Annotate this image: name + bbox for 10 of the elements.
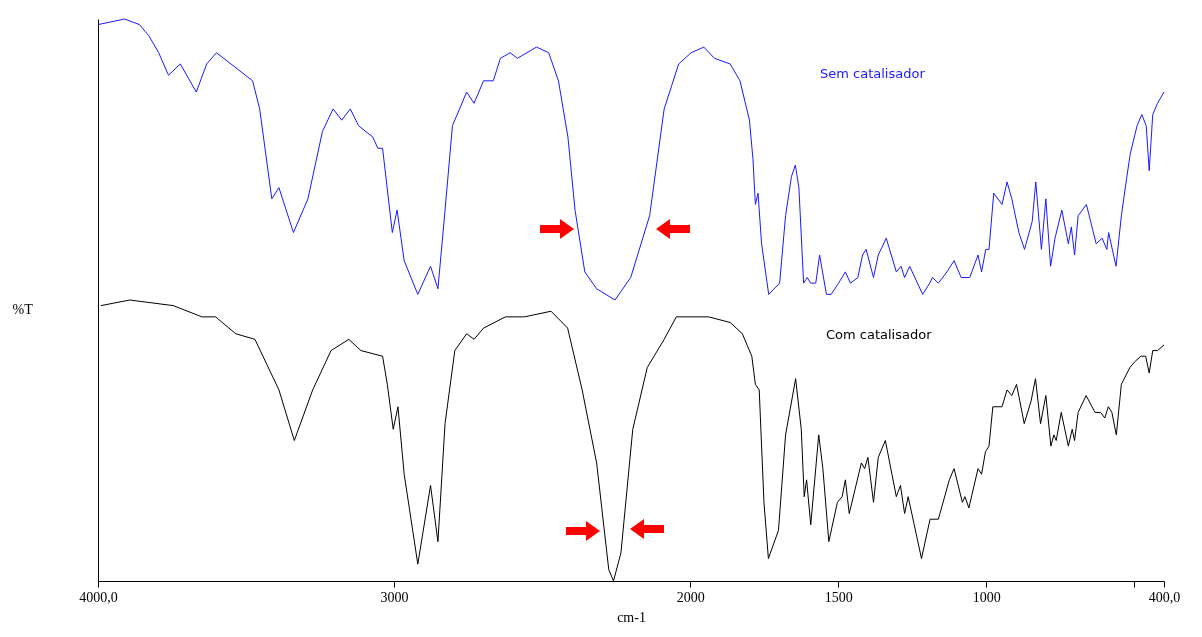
x-tick-label: 2000 (676, 589, 705, 605)
x-tick-label: 1500 (824, 589, 853, 605)
text: Sem catalisador (820, 66, 926, 81)
y-axis-title: %T (12, 301, 34, 317)
text: Com catalisador (826, 327, 933, 342)
x-tick-label: 1000 (972, 589, 1001, 605)
x-tick-label: 3000 (380, 589, 409, 605)
x-axis-title: cm-1 (617, 609, 646, 625)
x-tick-label: 400,0 (1148, 589, 1181, 605)
x-tick-label: 4000,0 (79, 589, 118, 605)
